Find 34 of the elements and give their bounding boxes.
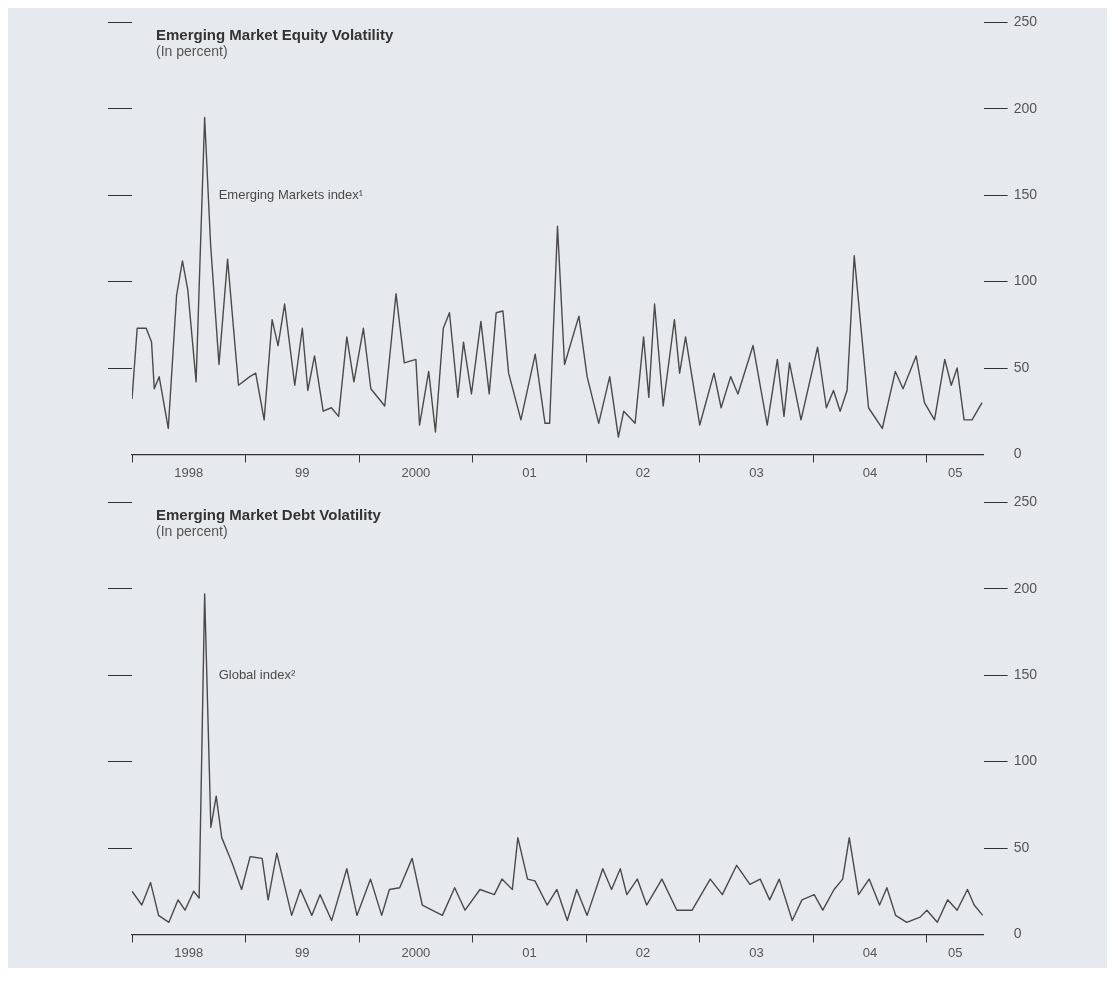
x-tick-label: 04	[862, 464, 878, 480]
y-tick-label: 100	[1013, 272, 1038, 289]
series-label: Global index²	[218, 666, 296, 682]
y-tick-label: 250	[1013, 493, 1038, 510]
x-tick-label: 99	[295, 944, 310, 960]
y-tick-label: 150	[1013, 666, 1038, 683]
x-tick-label: 04	[862, 944, 878, 960]
y-tick-label: 0	[1013, 925, 1022, 942]
x-tick-label: 05	[948, 944, 963, 960]
chart-title: Emerging Market Debt Volatility	[156, 506, 381, 523]
x-tick-label: 03	[749, 464, 764, 480]
y-tick-label: 50	[1013, 838, 1030, 855]
x-tick-label: 02	[635, 944, 651, 960]
y-tick-label: 200	[1013, 579, 1038, 596]
text: (In percent)	[156, 43, 229, 59]
x-tick-label: 2000	[401, 944, 431, 960]
y-tick-label: 0	[1013, 445, 1022, 462]
x-tick-label: 02	[635, 464, 651, 480]
x-tick-label: 99	[295, 464, 310, 480]
text: (In percent)	[156, 523, 229, 539]
x-tick-label: 2000	[401, 464, 431, 480]
y-tick-label: 250	[1013, 13, 1038, 30]
y-tick-label: 200	[1013, 99, 1038, 116]
x-tick-label: 03	[749, 944, 764, 960]
x-tick-label: 05	[948, 464, 963, 480]
x-tick-label: 01	[522, 944, 537, 960]
y-tick-label: 150	[1013, 186, 1038, 203]
x-tick-label: 1998	[174, 944, 204, 960]
series-label: Emerging Markets index¹	[218, 186, 364, 202]
x-tick-label: 01	[522, 464, 537, 480]
x-tick-label: 1998	[174, 464, 204, 480]
chart-title: Emerging Market Equity Volatility	[156, 26, 394, 43]
y-tick-label: 50	[1013, 358, 1030, 375]
y-tick-label: 100	[1013, 752, 1038, 769]
